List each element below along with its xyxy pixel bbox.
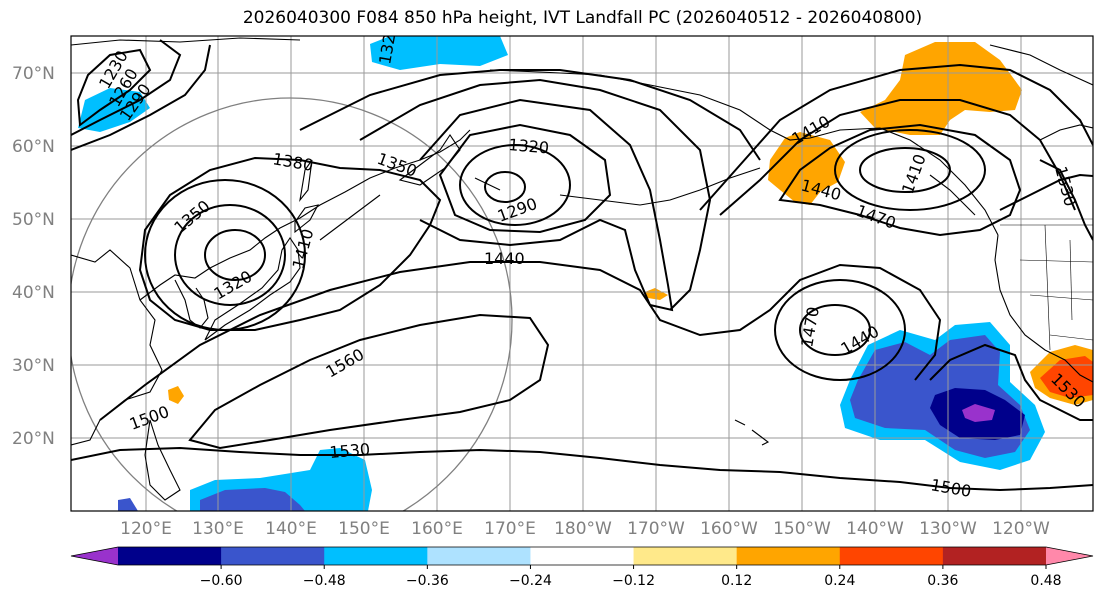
colorbar-segment <box>633 547 738 565</box>
lat-label: 70°N <box>12 64 55 84</box>
colorbar-tick-label: 0.36 <box>927 573 958 589</box>
colorbar-segment <box>942 547 1047 565</box>
lat-label: 20°N <box>12 429 55 449</box>
latitude-labels: 70°N 60°N 50°N 40°N 30°N 20°N <box>12 64 55 449</box>
graticule <box>71 36 1093 511</box>
shade-blue-north <box>370 36 508 70</box>
shade-red-southeast <box>1040 356 1093 398</box>
lon-label: 120°W <box>992 519 1050 539</box>
map-border <box>70 35 1094 512</box>
shade-blue-southwest <box>200 488 305 511</box>
lon-label: 130°W <box>919 519 977 539</box>
lon-label: 140°W <box>846 519 904 539</box>
ivt-shading <box>78 36 1093 511</box>
colorbar-ticks: −0.60 −0.48 −0.36 −0.24 −0.12 0.12 0.24 0.36 0.4… <box>200 565 1062 589</box>
lon-label: 180°W <box>554 519 612 539</box>
shade-orange-gulf <box>860 42 1022 135</box>
contour-label: 1440 <box>484 249 525 268</box>
colorbar-tick-label: −0.24 <box>509 573 552 589</box>
shade-purple-subtropics <box>962 404 995 422</box>
colorbar-tick-label: −0.36 <box>406 573 449 589</box>
colorbar-tick-label: 0.48 <box>1030 573 1061 589</box>
shade-orange-spot-2 <box>168 386 184 404</box>
colorbar-segment <box>324 547 428 565</box>
colorbar-tick-label: −0.12 <box>612 573 655 589</box>
shade-blue-southwest-2 <box>118 498 138 511</box>
colorbar-segment <box>530 547 635 565</box>
colorbar-segment <box>427 547 531 565</box>
colorbar-segment <box>118 547 222 565</box>
colorbar-segment <box>221 547 325 565</box>
colorbar-tick-label: −0.48 <box>303 573 346 589</box>
longitude-labels: 120°E 130°E 140°E 150°E 160°E 170°E 180°… <box>120 519 1050 539</box>
map-area: 1230 1260 1290 1320 1380 1350 1350 1320 … <box>71 36 1093 511</box>
lon-label: 160°E <box>411 519 463 539</box>
colorbar-outline <box>70 546 1094 566</box>
contour-label: 1320 <box>508 135 550 157</box>
reference-circle <box>71 97 513 511</box>
colorbar-segment <box>736 547 841 565</box>
colorbar-tick-label: 0.24 <box>824 573 855 589</box>
borders <box>1000 224 1093 351</box>
colorbar-segment <box>839 547 944 565</box>
lat-label: 60°N <box>12 137 55 157</box>
colorbar-tick-label: 0.12 <box>721 573 752 589</box>
lon-label: 150°E <box>338 519 390 539</box>
contour-label: 1530 <box>329 440 371 462</box>
lat-label: 30°N <box>12 356 55 376</box>
colorbar <box>70 546 1094 566</box>
lon-label: 160°W <box>700 519 758 539</box>
lat-label: 50°N <box>12 210 55 230</box>
colorbar-extend-low <box>71 547 118 565</box>
lon-label: 150°W <box>773 519 831 539</box>
lon-label: 170°E <box>484 519 536 539</box>
lon-label: 170°W <box>627 519 685 539</box>
lon-label: 130°E <box>192 519 244 539</box>
map-title: 2026040300 F084 850 hPa height, IVT Land… <box>242 8 923 28</box>
colorbar-tick-label: −0.60 <box>200 573 243 589</box>
colorbar-extend-high <box>1046 547 1093 565</box>
height-contours <box>71 39 1093 492</box>
lon-label: 140°E <box>265 519 317 539</box>
lon-label: 120°E <box>120 519 172 539</box>
lat-label: 40°N <box>12 283 55 303</box>
